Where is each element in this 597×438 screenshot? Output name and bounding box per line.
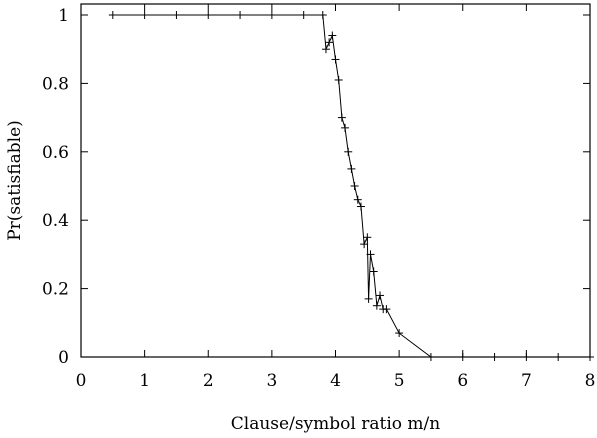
data-point (356, 202, 365, 211)
y-tick-label: 0.8 (42, 74, 69, 94)
x-tick-label: 7 (521, 371, 532, 391)
data-point (341, 123, 350, 132)
data-markers (108, 11, 594, 361)
data-point (140, 11, 149, 19)
x-tick-label: 5 (394, 371, 405, 391)
y-tick-label: 0 (58, 348, 69, 368)
data-point (344, 147, 353, 156)
data-point (172, 11, 181, 19)
y-tick-label: 0.2 (42, 280, 69, 300)
data-point (325, 38, 334, 47)
x-axis-ticks: 0 1 2 3 4 5 6 7 8 (76, 4, 596, 391)
data-point (347, 164, 356, 173)
y-axis-title: Pr(satisfiable) (5, 120, 25, 241)
data-point (364, 294, 373, 303)
data-point (108, 11, 117, 19)
data-point (369, 267, 378, 276)
data-point (337, 113, 346, 122)
x-tick-label: 2 (203, 371, 214, 391)
y-tick-label: 0.4 (42, 211, 69, 231)
y-tick-label: 0.6 (42, 143, 69, 163)
data-point (318, 11, 327, 19)
x-tick-label: 4 (330, 371, 341, 391)
data-point (366, 250, 375, 259)
data-point (382, 305, 391, 314)
data-point (363, 233, 372, 242)
x-tick-label: 6 (457, 371, 468, 391)
series-line (112, 14, 590, 358)
x-tick-label: 1 (139, 371, 150, 391)
y-tick-label: 1 (58, 6, 69, 26)
x-tick-label: 0 (76, 371, 87, 391)
data-point (360, 240, 369, 249)
data-point (204, 11, 213, 19)
data-point (321, 45, 330, 54)
data-point (331, 55, 340, 64)
data-point (350, 182, 359, 190)
data-point (334, 75, 343, 84)
data-point (372, 301, 381, 310)
data-point (299, 11, 308, 19)
x-axis-title: Clause/symbol ratio m/n (231, 414, 440, 434)
x-tick-label: 3 (266, 371, 277, 391)
data-point (267, 11, 276, 19)
data-point (236, 11, 245, 19)
data-point (353, 195, 362, 204)
y-axis-ticks: 0 0.2 0.4 0.6 0.8 1 (42, 6, 590, 368)
data-point (328, 31, 337, 40)
data-point (395, 329, 404, 338)
x-tick-label: 8 (585, 371, 596, 391)
data-point (376, 291, 385, 300)
